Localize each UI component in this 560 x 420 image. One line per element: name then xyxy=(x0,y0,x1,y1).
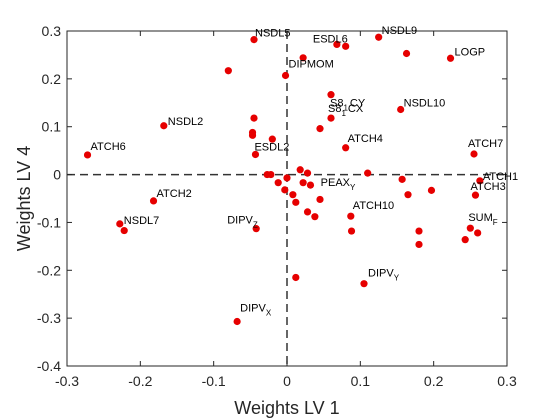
point-label: DIPMOM xyxy=(289,59,334,71)
point-label: ATCH2 xyxy=(157,188,192,200)
data-point xyxy=(399,176,406,183)
x-tick-label: 0.1 xyxy=(351,373,371,389)
point-label: ATCH3 xyxy=(470,181,505,193)
data-point xyxy=(447,55,454,62)
point-label: NSDL5 xyxy=(255,28,290,40)
y-axis-title: Weights LV 4 xyxy=(14,146,34,251)
data-point xyxy=(292,274,299,281)
data-point xyxy=(470,150,477,157)
data-point xyxy=(250,115,257,122)
data-point xyxy=(415,227,422,234)
x-axis-title: Weights LV 1 xyxy=(234,398,339,418)
x-tick-label: 0 xyxy=(283,373,291,389)
point-label: NSDL7 xyxy=(124,215,159,227)
point-label: DIPVY xyxy=(368,268,400,283)
x-axis-ticks: -0.3 -0.2 -0.1 0 0.1 0.2 0.3 xyxy=(55,31,517,389)
point-label: ESDL6 xyxy=(313,33,348,45)
point-label: ESDL2 xyxy=(254,141,289,153)
y-tick-label: 0 xyxy=(53,167,61,183)
data-point xyxy=(474,229,481,236)
point-label: NSDL9 xyxy=(382,25,417,37)
x-tick-label: -0.1 xyxy=(202,373,226,389)
point-label: LOGP xyxy=(455,46,486,58)
data-point xyxy=(121,227,128,234)
data-point xyxy=(249,132,256,139)
x-tick-label: -0.2 xyxy=(128,373,152,389)
point-label: DIPVZ xyxy=(227,215,258,230)
data-point xyxy=(283,174,290,181)
data-point xyxy=(292,199,299,206)
data-point xyxy=(348,227,355,234)
point-label: NSDL2 xyxy=(168,116,203,128)
data-point xyxy=(467,225,474,232)
data-point xyxy=(327,115,334,122)
data-point xyxy=(304,208,311,215)
x-tick-label: 0.3 xyxy=(497,373,517,389)
data-point xyxy=(316,196,323,203)
data-point xyxy=(275,179,282,186)
data-point xyxy=(360,280,367,287)
data-point xyxy=(311,213,318,220)
point-label: ATCH6 xyxy=(91,141,126,153)
data-point xyxy=(415,241,422,248)
data-point xyxy=(297,166,304,173)
data-point xyxy=(364,170,371,177)
data-point xyxy=(234,318,241,325)
data-point xyxy=(267,171,274,178)
data-point xyxy=(300,179,307,186)
point-label: SUMF xyxy=(468,212,497,227)
data-point xyxy=(304,170,311,177)
data-point xyxy=(347,213,354,220)
x-tick-label: 0.2 xyxy=(424,373,444,389)
x-tick-label: -0.3 xyxy=(55,373,79,389)
data-point xyxy=(316,125,323,132)
y-tick-label: -0.3 xyxy=(37,310,61,326)
y-tick-label: -0.2 xyxy=(37,262,61,278)
y-tick-label: 0.1 xyxy=(42,119,62,135)
data-point xyxy=(116,220,123,227)
data-point xyxy=(342,144,349,151)
point-label: PEAXY xyxy=(321,177,356,192)
data-point xyxy=(428,187,435,194)
point-label: ATCH10 xyxy=(353,200,394,212)
y-axis-ticks: -0.4 -0.3 -0.2 -0.1 0 0.1 0.2 0.3 xyxy=(37,23,507,374)
point-labels: NSDL5 ESDL6 NSDL9 LOGP DIPMOM S81 CY NSDL10 NSDL… xyxy=(91,25,519,317)
plot-frame xyxy=(67,31,507,366)
point-label: ATCH4 xyxy=(348,133,383,145)
point-label: NSDL10 xyxy=(404,97,446,109)
point-label: ATCH7 xyxy=(468,138,503,150)
zero-lines xyxy=(67,31,507,366)
y-tick-label: 0.3 xyxy=(42,23,62,39)
y-tick-label: 0.2 xyxy=(42,71,62,87)
data-points xyxy=(84,34,484,325)
plot-border xyxy=(67,31,507,366)
data-point xyxy=(282,72,289,79)
data-point xyxy=(462,236,469,243)
data-point xyxy=(281,186,288,193)
y-tick-label: -0.1 xyxy=(37,214,61,230)
data-point xyxy=(225,67,232,74)
data-point xyxy=(289,191,296,198)
data-point xyxy=(404,191,411,198)
data-point xyxy=(160,122,167,129)
point-label: DIPVX xyxy=(240,302,272,317)
y-tick-label: -0.4 xyxy=(37,358,61,374)
data-point xyxy=(307,182,314,189)
data-point xyxy=(403,50,410,57)
